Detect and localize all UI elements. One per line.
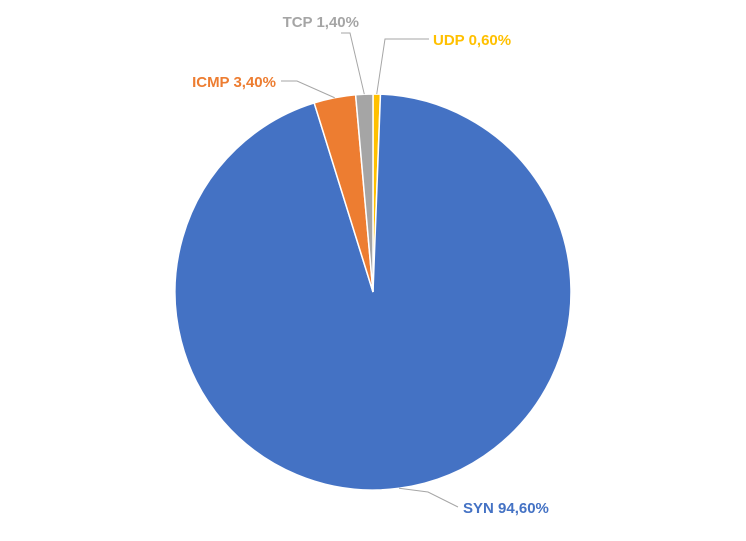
data-label-icmp: ICMP 3,40% xyxy=(192,74,276,91)
leader-line-udp xyxy=(376,38,429,95)
data-labels-layer: UDP 0,60% SYN 94,60% ICMP 3,40% TCP 1,40% xyxy=(192,14,549,517)
leader-line-tcp xyxy=(341,32,365,95)
slices-layer xyxy=(174,93,572,491)
data-label-udp: UDP 0,60% xyxy=(433,32,511,49)
leader-line-syn xyxy=(398,487,459,508)
leader-lines-layer xyxy=(281,32,459,508)
data-label-syn: SYN 94,60% xyxy=(463,500,549,517)
data-label-tcp: TCP 1,40% xyxy=(283,14,359,31)
leader-line-icmp xyxy=(281,80,335,99)
